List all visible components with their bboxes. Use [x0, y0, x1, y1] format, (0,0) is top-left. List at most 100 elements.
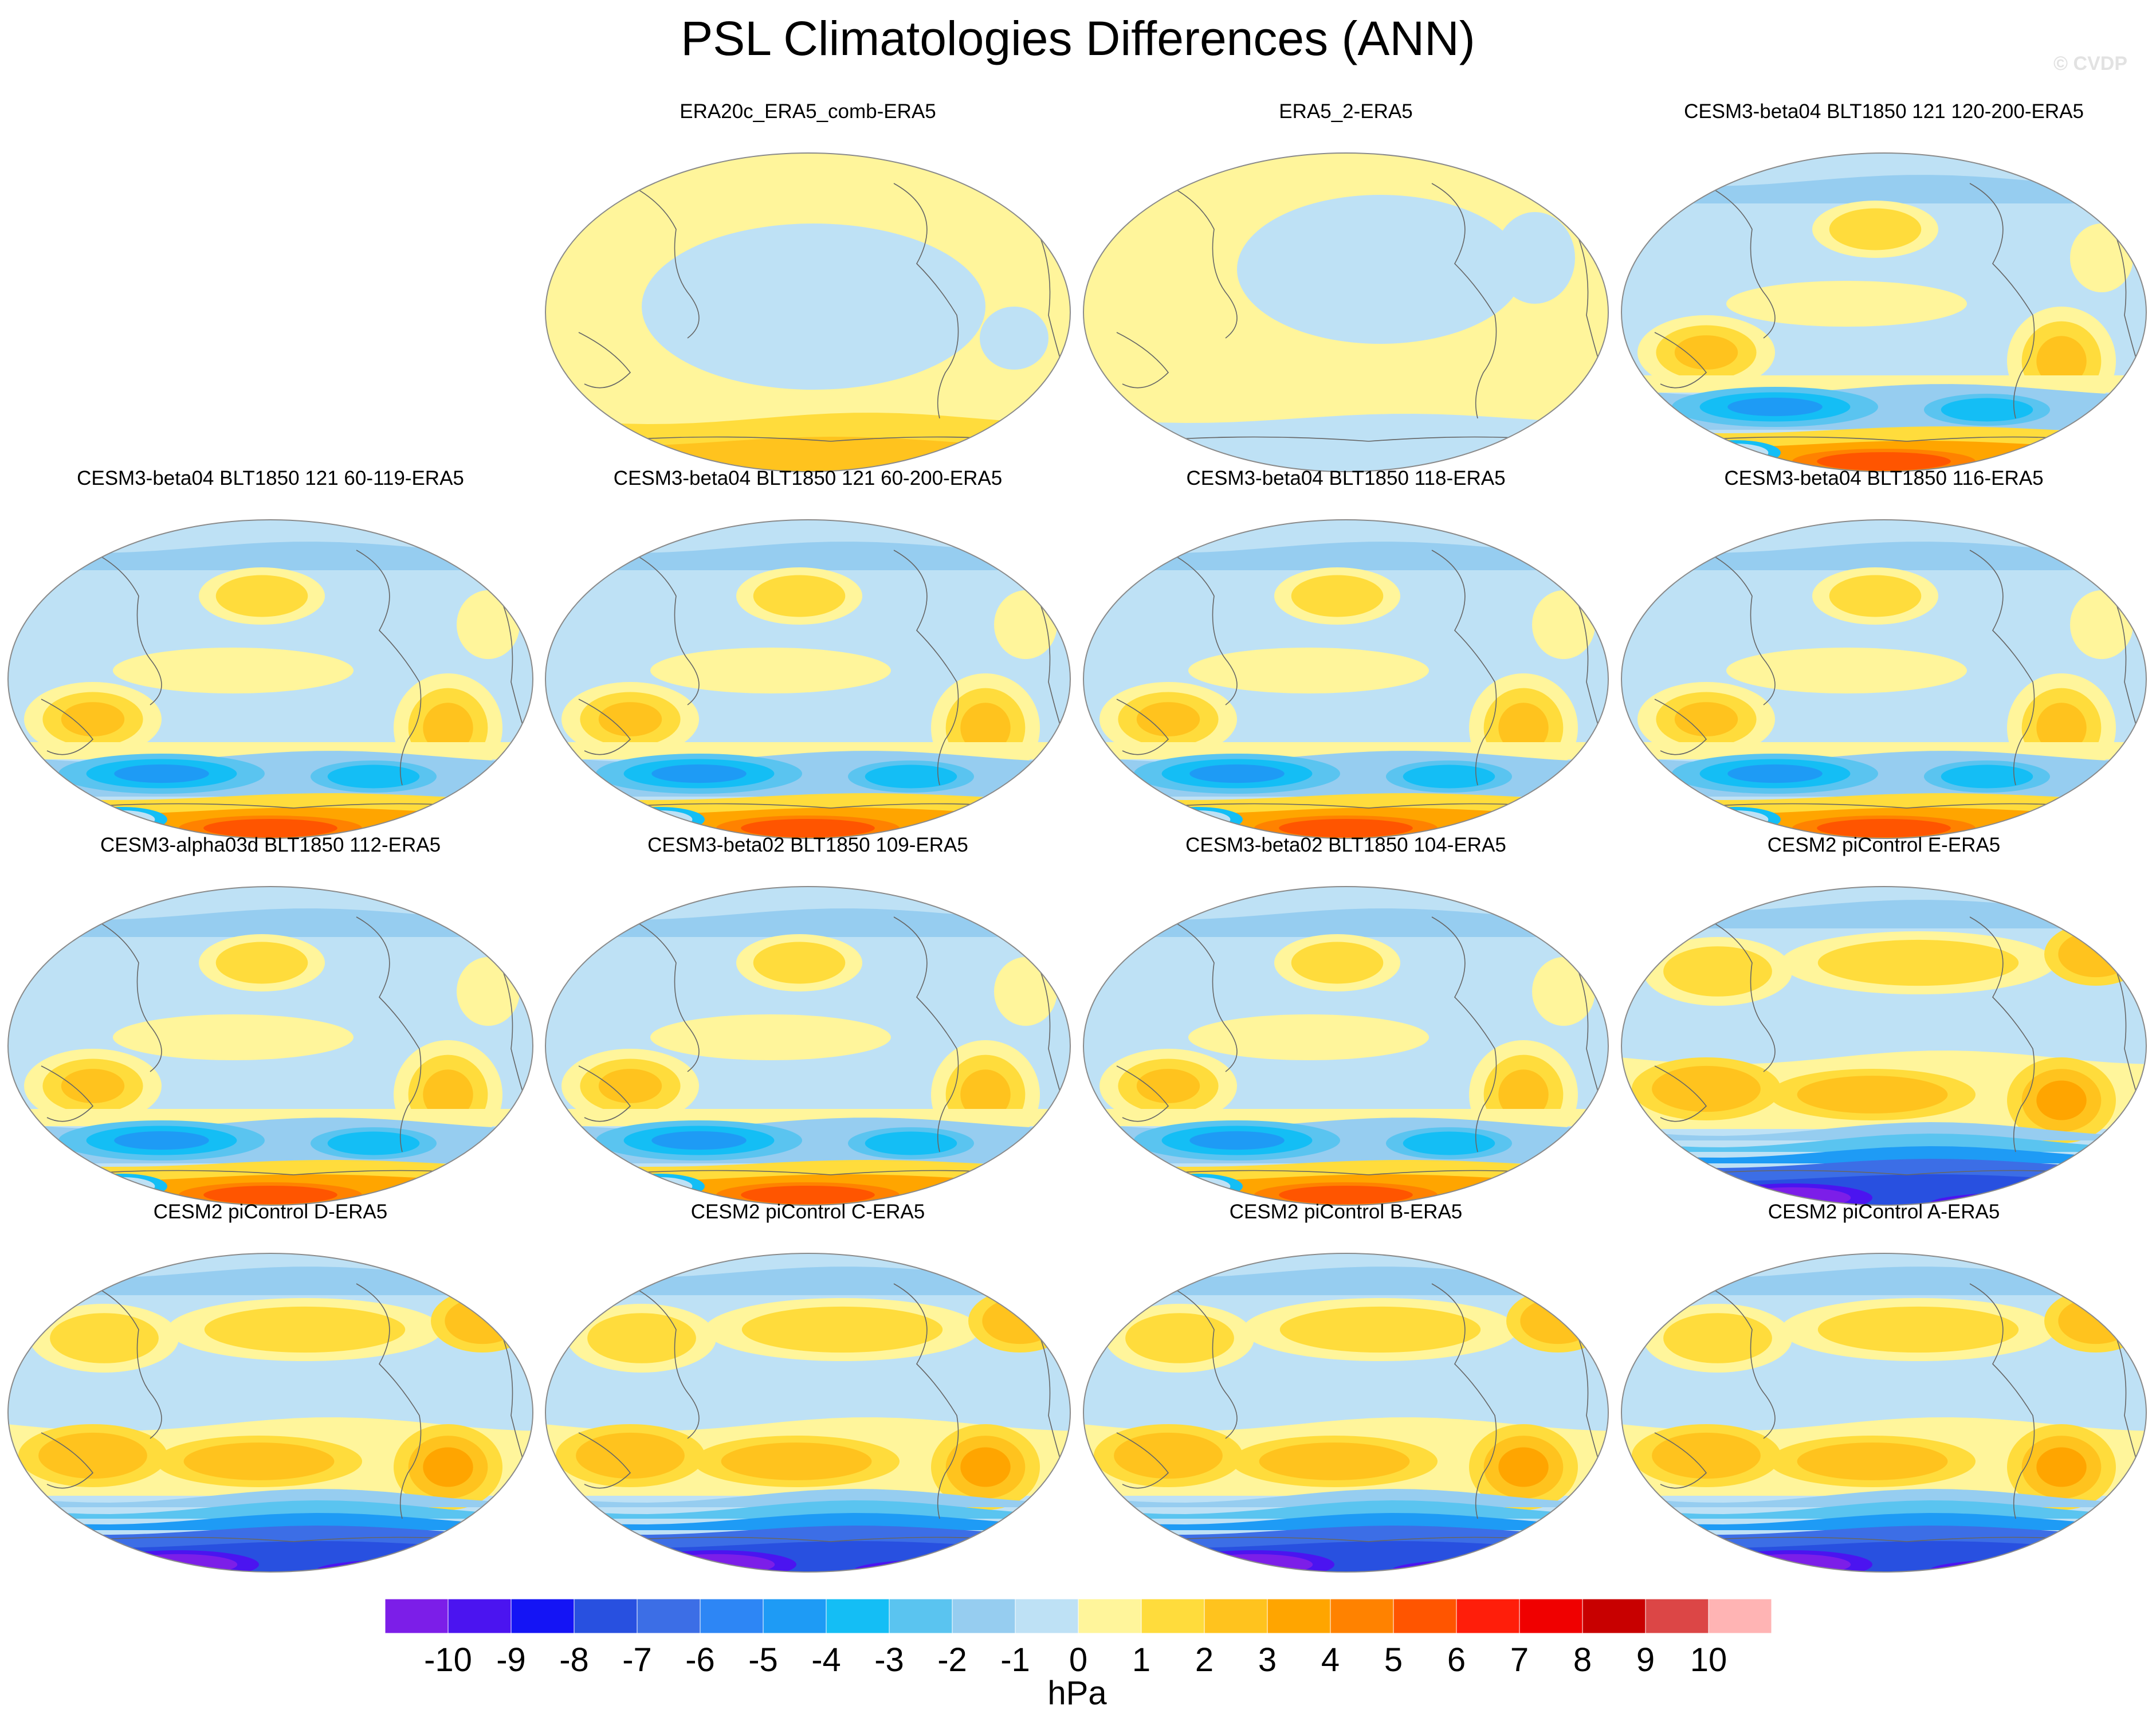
- map-border: [1621, 152, 2147, 472]
- americas-coastline: [1431, 550, 1497, 786]
- map-panel: CESM3-beta04 BLT1850 121 120-200-ERA5: [1620, 97, 2147, 476]
- robinson-map: [7, 886, 533, 1206]
- north-atlantic-positive-anomaly: [1532, 957, 1595, 1026]
- colorbar-tick-label: 4: [1321, 1641, 1340, 1679]
- antarctica-coastline: [1139, 803, 1564, 809]
- south-atlantic-positive-anomaly: [423, 703, 473, 753]
- colorbar-box: [447, 1599, 512, 1633]
- north-pacific-positive-anomaly: [741, 1306, 943, 1353]
- antarctic-negative-band: [545, 1541, 1070, 1572]
- indian-ocean-positive-anomaly: [1114, 1432, 1223, 1479]
- australia-coastline: [578, 332, 631, 389]
- panel-title: CESM3-beta04 BLT1850 121 120-200-ERA5: [1684, 100, 2084, 123]
- southern-ocean-negative-band-1: [1621, 1489, 2146, 1507]
- colorbar-tick-label: -5: [748, 1641, 778, 1679]
- antarctica-coastline: [601, 1170, 1026, 1175]
- map-border: [1083, 886, 1609, 1206]
- asia-coastline: [1688, 1277, 1776, 1439]
- australia-coastline: [41, 1065, 94, 1122]
- robinson-map: [1083, 519, 1609, 839]
- map-border: [545, 152, 1071, 472]
- asia-coastline: [1150, 911, 1238, 1072]
- map-panel: CESM3-beta04 BLT1850 118-ERA5: [1082, 464, 1609, 842]
- africa-coastline: [1036, 229, 1063, 367]
- antarctic-peak-anomaly: [1279, 1185, 1413, 1205]
- indian-ocean-positive-anomaly: [61, 702, 125, 736]
- robinson-map: [7, 519, 533, 839]
- colorbar-box: [1204, 1599, 1268, 1633]
- antarctica-coastline: [601, 436, 1026, 442]
- antarctica-coastline: [64, 1536, 489, 1542]
- south-atlantic-positive-anomaly: [2036, 336, 2087, 386]
- indian-ocean-positive-anomaly: [576, 1432, 685, 1479]
- australia-coastline: [41, 1432, 94, 1489]
- africa-coastline: [499, 1329, 526, 1468]
- arctic-negative-band: [545, 1267, 1070, 1295]
- central-pacific-positive-anomaly: [650, 648, 891, 693]
- colorbar-box: [1393, 1599, 1457, 1633]
- australia-coastline: [1116, 1065, 1169, 1122]
- panel-title: CESM3-beta04 BLT1850 121 60-200-ERA5: [613, 467, 1003, 489]
- australia-coastline: [1654, 1065, 1707, 1122]
- colorbar-tick-label: -4: [811, 1641, 841, 1679]
- indian-ocean-positive-anomaly: [1652, 1432, 1761, 1479]
- north-pacific-positive-anomaly: [1829, 208, 1922, 250]
- panel-title: CESM3-beta04 BLT1850 116-ERA5: [1724, 467, 2044, 489]
- panel-title: CESM2 piControl E-ERA5: [1767, 834, 2001, 856]
- south-atlantic-positive-anomaly: [960, 1447, 1011, 1487]
- asia-coastline: [1688, 544, 1776, 705]
- north-atlantic-positive-anomaly: [457, 590, 520, 659]
- colorbar-tick-label: -3: [874, 1641, 904, 1679]
- panel-title: CESM2 piControl B-ERA5: [1229, 1201, 1463, 1223]
- southern-ocean-negative-band-2: [1083, 1500, 1608, 1519]
- map-border: [1621, 519, 2147, 839]
- psl-anomaly-field: [545, 520, 1070, 838]
- map-border: [7, 1253, 533, 1573]
- map-panel: CESM2 piControl C-ERA5: [544, 1198, 1071, 1576]
- colorbar-tick-label: 9: [1636, 1641, 1655, 1679]
- australia-coastline: [41, 699, 94, 755]
- robinson-map: [1621, 519, 2147, 839]
- south-atlantic-positive-anomaly: [423, 1069, 473, 1120]
- southern-ocean-negative-anomaly: [1189, 764, 1285, 783]
- antarctic-peak-anomaly: [1195, 1554, 1313, 1572]
- colorbar-box: [1645, 1599, 1709, 1633]
- colorbar-units-label: hPa: [1047, 1675, 1107, 1712]
- southern-ocean-negative-band-3: [1621, 1513, 2146, 1530]
- north-atlantic-positive-anomaly: [994, 590, 1057, 659]
- robinson-map: [1621, 1253, 2147, 1573]
- map-panel: CESM2 piControl E-ERA5: [1620, 831, 2147, 1209]
- antarctica-coastline: [601, 1536, 1026, 1542]
- americas-coastline: [356, 550, 422, 786]
- southern-ocean-negative-band-2: [545, 1500, 1070, 1519]
- australia-coastline: [578, 1432, 631, 1489]
- psl-anomaly-field: [1083, 153, 1608, 472]
- north-atlantic-positive-anomaly: [1520, 1297, 1596, 1344]
- psl-anomaly-field: [545, 153, 1070, 472]
- southern-ocean-negative-anomaly-east: [1941, 765, 2033, 789]
- indian-ocean-positive-anomaly: [1652, 1065, 1761, 1112]
- colorbar-box: [763, 1599, 827, 1633]
- atlantic-negative-anomaly: [1495, 212, 1575, 304]
- psl-anomaly-field: [1621, 153, 2146, 472]
- south-pacific-positive-anomaly: [1797, 1076, 1948, 1114]
- asia-positive-anomaly: [50, 1313, 159, 1363]
- australia-coastline: [1116, 1432, 1169, 1489]
- south-atlantic-positive-anomaly: [2036, 1080, 2087, 1120]
- central-pacific-positive-anomaly: [1726, 648, 1967, 693]
- antarctic-peak-anomaly: [741, 1185, 875, 1205]
- colorbar-tick-label: 6: [1447, 1641, 1466, 1679]
- antarctic-peak-anomaly: [203, 1185, 337, 1205]
- robinson-map: [1083, 886, 1609, 1206]
- colorbar-tick-label: 3: [1258, 1641, 1277, 1679]
- colorbar-box: [1141, 1599, 1205, 1633]
- southern-ocean-negative-band-1: [1083, 1489, 1608, 1507]
- map-border: [545, 1253, 1071, 1573]
- americas-coastline: [893, 916, 959, 1152]
- arctic-negative-band: [1621, 175, 2146, 203]
- colorbar-box: [826, 1599, 890, 1633]
- panel-title: CESM2 piControl A-ERA5: [1768, 1201, 2000, 1223]
- antarctic-peak-anomaly: [1733, 1554, 1851, 1572]
- colorbar-box: [574, 1599, 638, 1633]
- australia-coastline: [1654, 332, 1707, 389]
